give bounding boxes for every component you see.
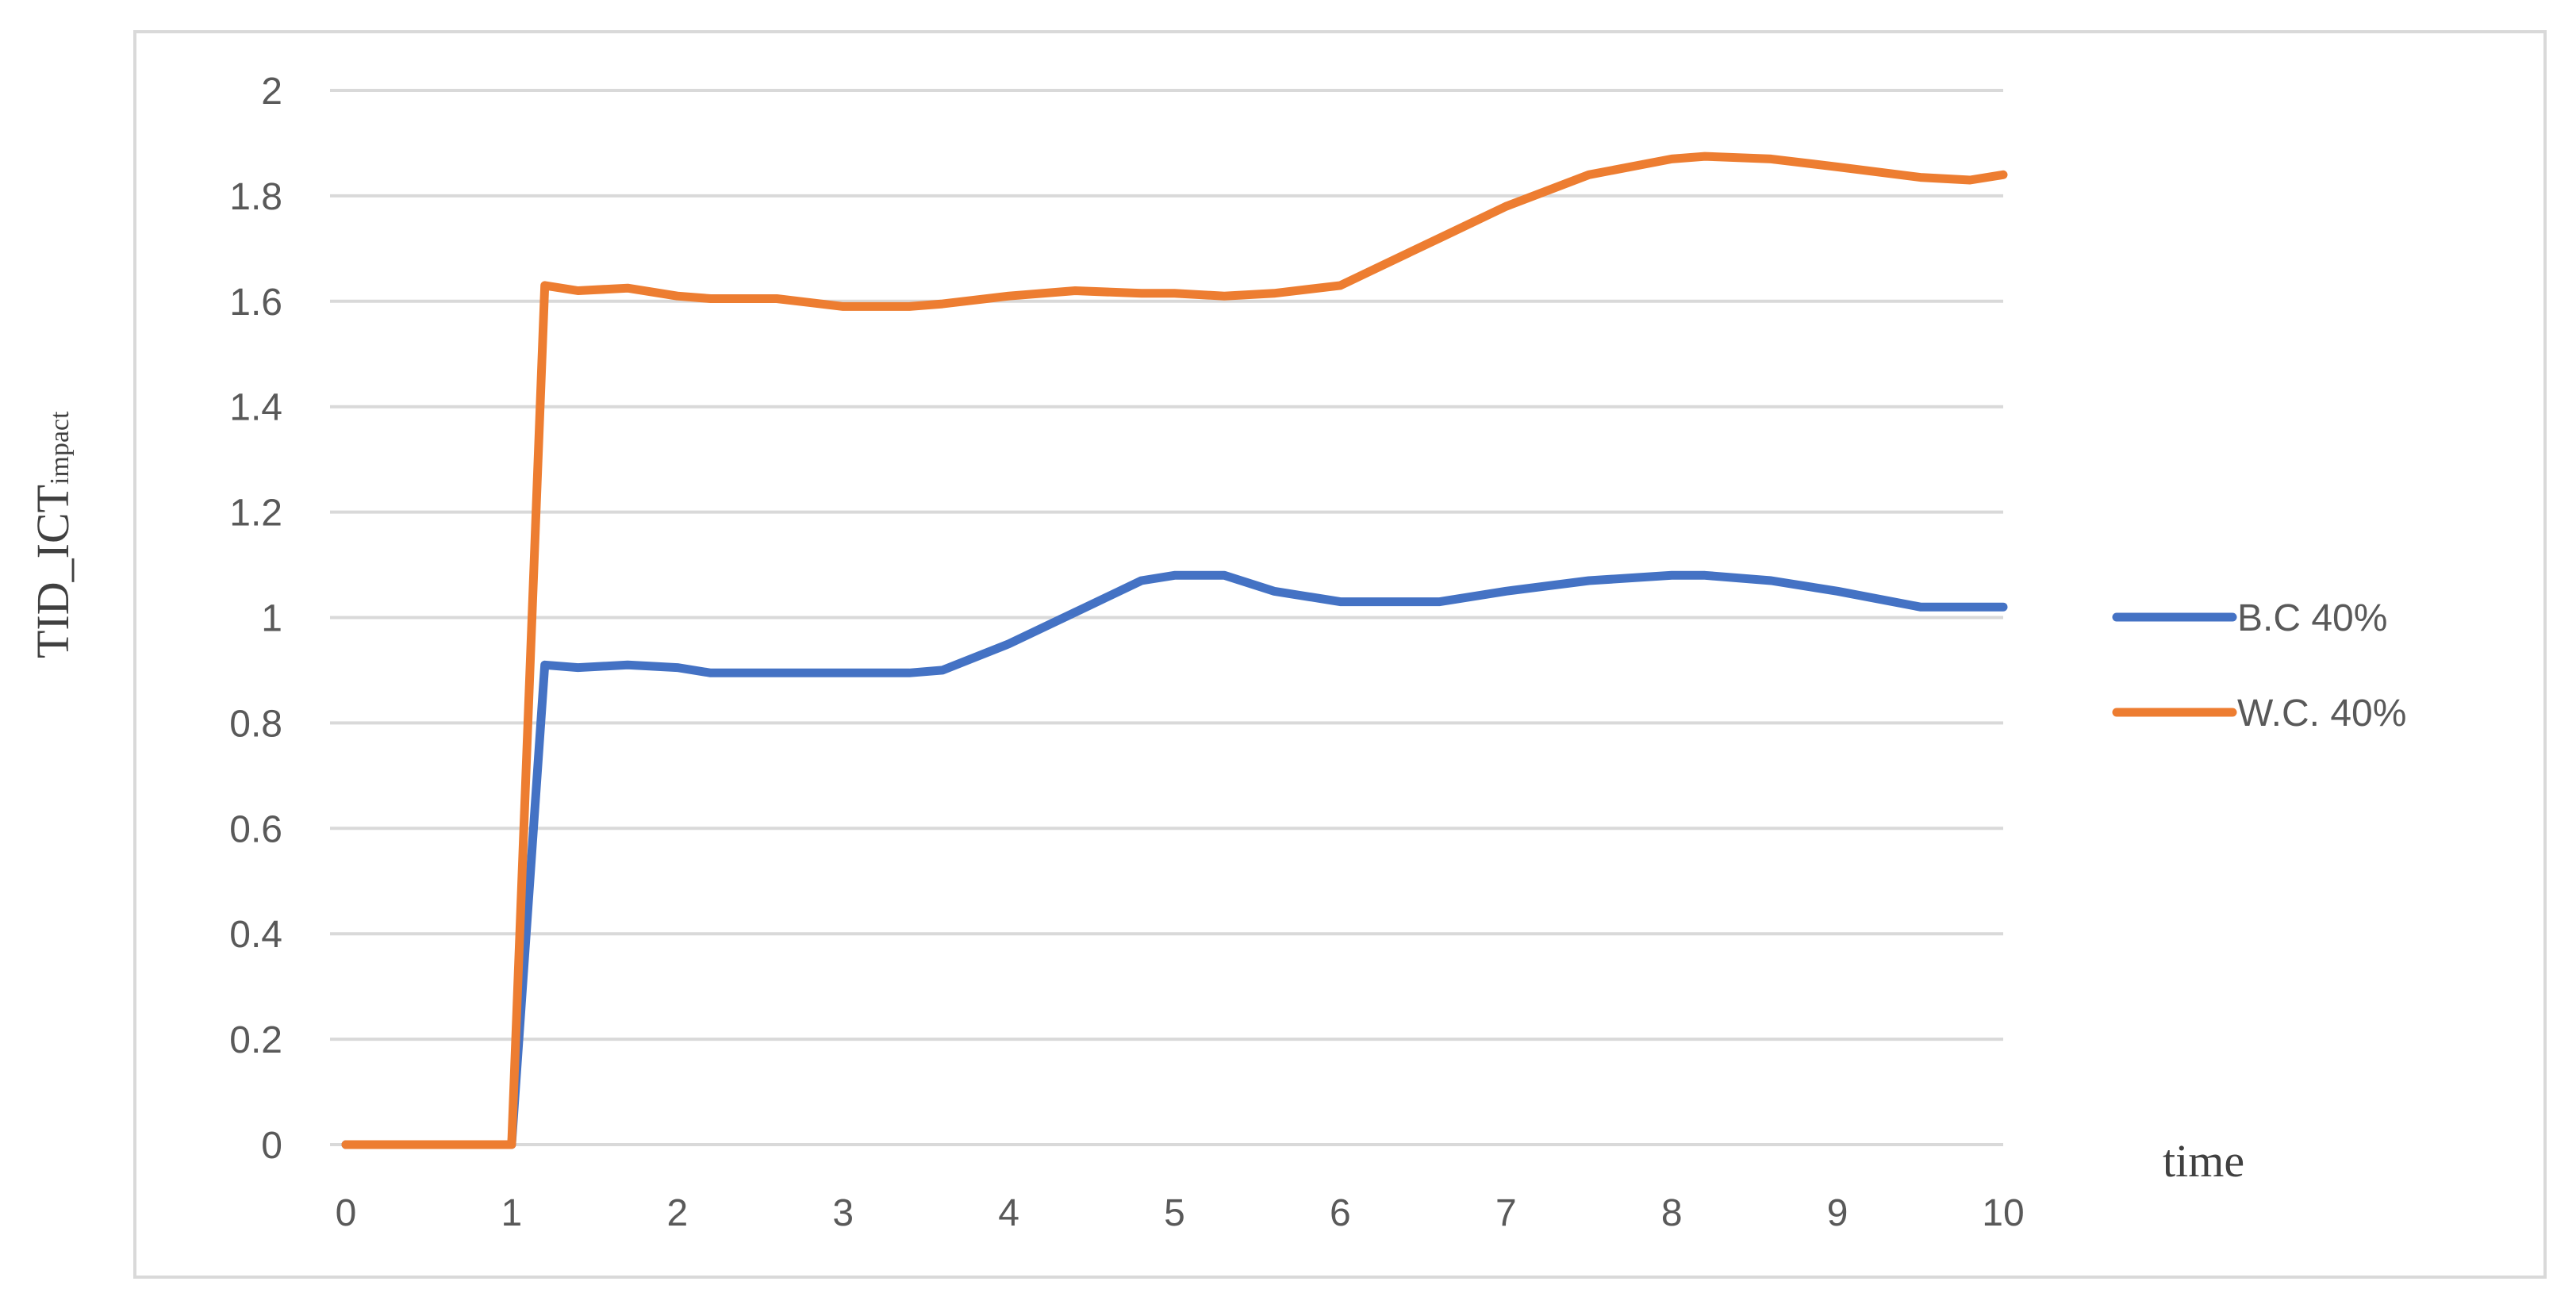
x-tick-label: 4 <box>998 1192 1019 1234</box>
gridlines <box>330 89 2003 1146</box>
series-lines <box>341 152 2008 1149</box>
y-tick-label: 1.4 <box>229 387 282 429</box>
x-axis-title: time <box>2163 1135 2244 1187</box>
y-axis-title: TID_ICTimpact <box>27 411 79 658</box>
x-tick-label: 7 <box>1495 1192 1517 1234</box>
legend: B.C 40% W.C. 40% <box>2112 597 2406 735</box>
y-tick-label: 1 <box>261 598 282 640</box>
y-tick-label: 0.8 <box>229 703 282 745</box>
y-tick-label: 0.4 <box>229 914 282 956</box>
x-tick-label: 6 <box>1330 1192 1351 1234</box>
x-tick-label: 8 <box>1661 1192 1683 1234</box>
x-tick-label: 5 <box>1164 1192 1185 1234</box>
y-tick-label: 0.6 <box>229 808 282 850</box>
y-axis-ticks: 0 0.2 0.4 0.6 0.8 1 1.2 1.4 1.6 1.8 2 <box>229 71 282 1167</box>
y-tick-label: 0 <box>261 1125 282 1167</box>
x-tick-label: 9 <box>1827 1192 1849 1234</box>
x-tick-label: 10 <box>1982 1192 2024 1234</box>
x-tick-label: 0 <box>336 1192 357 1234</box>
y-tick-label: 1.8 <box>229 176 282 218</box>
chart-frame <box>133 30 2547 1279</box>
y-tick-label: 2 <box>261 71 282 113</box>
y-tick-label: 0.2 <box>229 1019 282 1061</box>
x-axis-ticks: 0 1 2 3 4 5 6 7 8 9 10 <box>336 1192 2025 1234</box>
y-tick-label: 1.6 <box>229 282 282 324</box>
legend-label-2: W.C. 40% <box>2237 692 2406 735</box>
legend-label-1: B.C 40% <box>2237 597 2387 639</box>
x-tick-label: 2 <box>666 1192 688 1234</box>
y-axis-title-subscript: impact <box>45 411 75 485</box>
series-line-2 <box>341 152 2008 1149</box>
series-line-1 <box>341 570 2008 1149</box>
x-tick-label: 1 <box>501 1192 523 1234</box>
y-axis-title-main: TID_ICT <box>27 485 79 658</box>
y-tick-label: 1.2 <box>229 493 282 535</box>
x-tick-label: 3 <box>832 1192 854 1234</box>
